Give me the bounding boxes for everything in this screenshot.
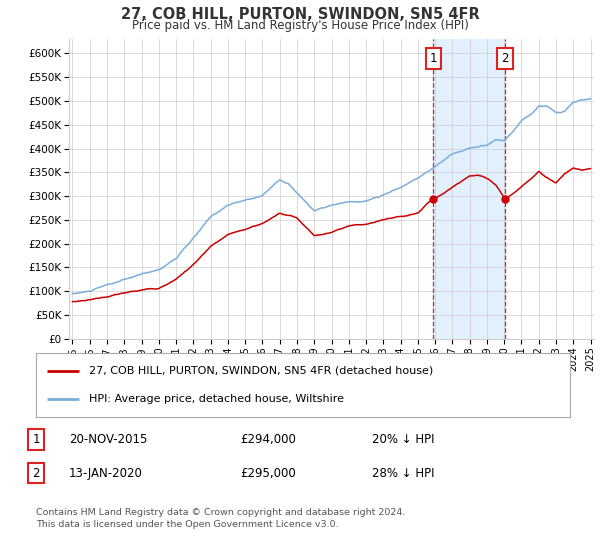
- Text: 2: 2: [501, 52, 509, 65]
- Text: Contains HM Land Registry data © Crown copyright and database right 2024.
This d: Contains HM Land Registry data © Crown c…: [36, 508, 406, 529]
- Text: 13-JAN-2020: 13-JAN-2020: [69, 466, 143, 480]
- Text: Price paid vs. HM Land Registry's House Price Index (HPI): Price paid vs. HM Land Registry's House …: [131, 19, 469, 32]
- Text: 27, COB HILL, PURTON, SWINDON, SN5 4FR (detached house): 27, COB HILL, PURTON, SWINDON, SN5 4FR (…: [89, 366, 434, 376]
- Text: HPI: Average price, detached house, Wiltshire: HPI: Average price, detached house, Wilt…: [89, 394, 344, 404]
- Text: 1: 1: [430, 52, 437, 65]
- Text: £295,000: £295,000: [240, 466, 296, 480]
- Text: 20-NOV-2015: 20-NOV-2015: [69, 433, 148, 446]
- Bar: [433, 39, 505, 339]
- Text: 28% ↓ HPI: 28% ↓ HPI: [372, 466, 434, 480]
- Text: 20% ↓ HPI: 20% ↓ HPI: [372, 433, 434, 446]
- Text: 27, COB HILL, PURTON, SWINDON, SN5 4FR: 27, COB HILL, PURTON, SWINDON, SN5 4FR: [121, 7, 479, 22]
- Text: 2: 2: [32, 466, 40, 480]
- Text: £294,000: £294,000: [240, 433, 296, 446]
- Text: 1: 1: [32, 433, 40, 446]
